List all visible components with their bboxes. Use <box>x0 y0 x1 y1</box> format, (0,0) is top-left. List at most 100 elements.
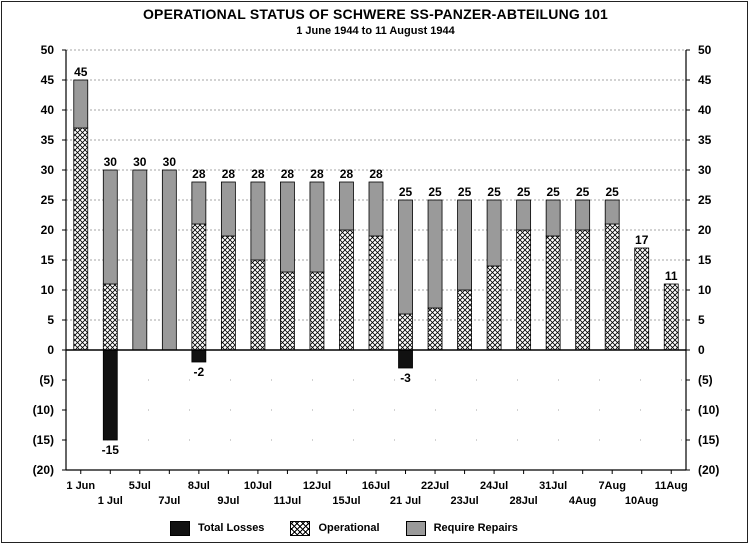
y-tick-label-left: 40 <box>41 103 55 117</box>
bar-total-label: 17 <box>635 233 649 247</box>
x-tick-label: 5Jul <box>129 480 151 492</box>
bar-total-label: 30 <box>104 155 118 169</box>
losses-bar <box>102 349 118 441</box>
bar-total-label: 28 <box>369 167 383 181</box>
operational-bar <box>368 235 384 351</box>
y-tick-label-right: 5 <box>698 313 705 327</box>
loss-value-label: -3 <box>400 371 411 385</box>
x-tick-label: 4Aug <box>569 495 597 507</box>
repairs-bar <box>161 169 177 351</box>
y-tick-label-right: (15) <box>698 433 719 447</box>
losses-bar <box>398 349 413 369</box>
operational-bar <box>280 271 295 351</box>
repairs-bar <box>309 181 325 273</box>
y-tick-label-right: 50 <box>698 43 712 57</box>
legend-swatch-operational <box>290 520 311 536</box>
legend-item-operational: Operational <box>290 520 380 536</box>
x-tick-label: 9Jul <box>217 495 239 507</box>
bars: 45 30 -15 30 30 28 -2 28 28 28 28 28 28 25 -3 25 25 25 25 2… <box>73 65 679 457</box>
bar-total-label: 25 <box>517 185 531 199</box>
legend-label: Operational <box>318 522 380 534</box>
operational-bar <box>250 259 266 351</box>
repairs-bar <box>427 199 443 309</box>
chart-title: OPERATIONAL STATUS OF SCHWERE SS-PANZER-… <box>142 6 609 22</box>
repairs-bar <box>368 181 384 237</box>
y-tick-label-left: 45 <box>41 73 55 87</box>
x-tick-label: 12Jul <box>303 480 331 492</box>
bar-total-label: 11 <box>665 269 678 283</box>
operational-bar <box>575 229 591 351</box>
legend-swatch-losses <box>170 520 190 536</box>
y-tick-label-left: (20) <box>33 463 54 477</box>
y-tick-label-right: 20 <box>698 223 712 237</box>
legend-item-require-repairs: Require Repairs <box>405 520 518 536</box>
y-tick-label-left: 0 <box>47 343 54 357</box>
bar-total-label: 28 <box>340 167 354 181</box>
operational-bar <box>220 235 236 351</box>
repairs-bar <box>73 79 89 129</box>
bar-total-label: 30 <box>163 155 177 169</box>
operational-bar <box>102 283 118 351</box>
loss-value-label: -15 <box>102 443 120 457</box>
repairs-bar <box>250 181 266 261</box>
bar-total-label: 25 <box>606 185 620 199</box>
x-tick-label: 22Jul <box>421 480 449 492</box>
legend: Total Losses Operational Require Repairs <box>170 519 544 537</box>
y-tick-label-left: 35 <box>41 133 55 147</box>
bar-total-label: 28 <box>251 167 265 181</box>
x-tick-label: 23Jul <box>451 495 479 507</box>
repairs-bar <box>604 199 620 225</box>
operational-bar <box>486 265 502 351</box>
bar-total-label: 45 <box>74 65 88 79</box>
operational-bar <box>427 307 443 351</box>
x-tick-label: 11Aug <box>655 480 688 492</box>
legend-item-total-losses: Total Losses <box>170 520 265 536</box>
y-tick-label-right: (10) <box>698 403 719 417</box>
x-tick-label: 8Jul <box>188 480 210 492</box>
y-tick-label-left: 5 <box>47 313 54 327</box>
x-tick-label: 24Jul <box>480 480 508 492</box>
operational-bar <box>663 283 679 351</box>
repairs-bar <box>457 199 472 291</box>
y-tick-label-left: (5) <box>39 373 54 387</box>
y-tick-label-right: 30 <box>698 163 712 177</box>
x-tick-label: 7Aug <box>598 480 626 492</box>
bar-total-label: 25 <box>546 185 560 199</box>
x-tick-label: 28Jul <box>510 495 538 507</box>
y-tick-label-left: 15 <box>41 253 55 267</box>
bar-total-label: 28 <box>222 167 236 181</box>
repairs-bar <box>191 181 207 225</box>
repairs-bar <box>516 199 532 231</box>
bar-total-label: 28 <box>281 167 295 181</box>
chart-subtitle: 1 June 1944 to 11 August 1944 <box>296 25 455 37</box>
x-tick-label: 10Jul <box>244 480 272 492</box>
bar-total-label: 25 <box>428 185 442 199</box>
y-tick-label-left: (10) <box>33 403 54 417</box>
y-tick-label-right: 40 <box>698 103 712 117</box>
bar-total-label: 28 <box>310 167 324 181</box>
repairs-bar <box>220 181 236 237</box>
repairs-bar <box>486 199 502 267</box>
bar-total-label: 25 <box>576 185 590 199</box>
operational-bar <box>545 235 561 351</box>
y-tick-label-right: (5) <box>698 373 713 387</box>
bar-total-label: 25 <box>458 185 472 199</box>
operational-bar <box>457 289 472 351</box>
y-tick-label-right: (20) <box>698 463 719 477</box>
x-tick-label: 7Jul <box>158 495 180 507</box>
repairs-bar <box>280 181 295 273</box>
x-tick-label: 21 Jul <box>390 495 421 507</box>
legend-label: Require Repairs <box>433 522 518 534</box>
x-tick-label: 1 Jul <box>98 495 123 507</box>
operational-bar <box>604 223 620 351</box>
y-tick-label-right: 15 <box>698 253 712 267</box>
y-tick-label-left: 30 <box>41 163 55 177</box>
bar-total-label: 25 <box>399 185 413 199</box>
legend-label: Total Losses <box>198 522 265 534</box>
y-tick-label-left: 50 <box>41 43 55 57</box>
x-tick-label: 16Jul <box>362 480 390 492</box>
operational-bar <box>73 127 89 351</box>
repairs-bar <box>545 199 561 237</box>
